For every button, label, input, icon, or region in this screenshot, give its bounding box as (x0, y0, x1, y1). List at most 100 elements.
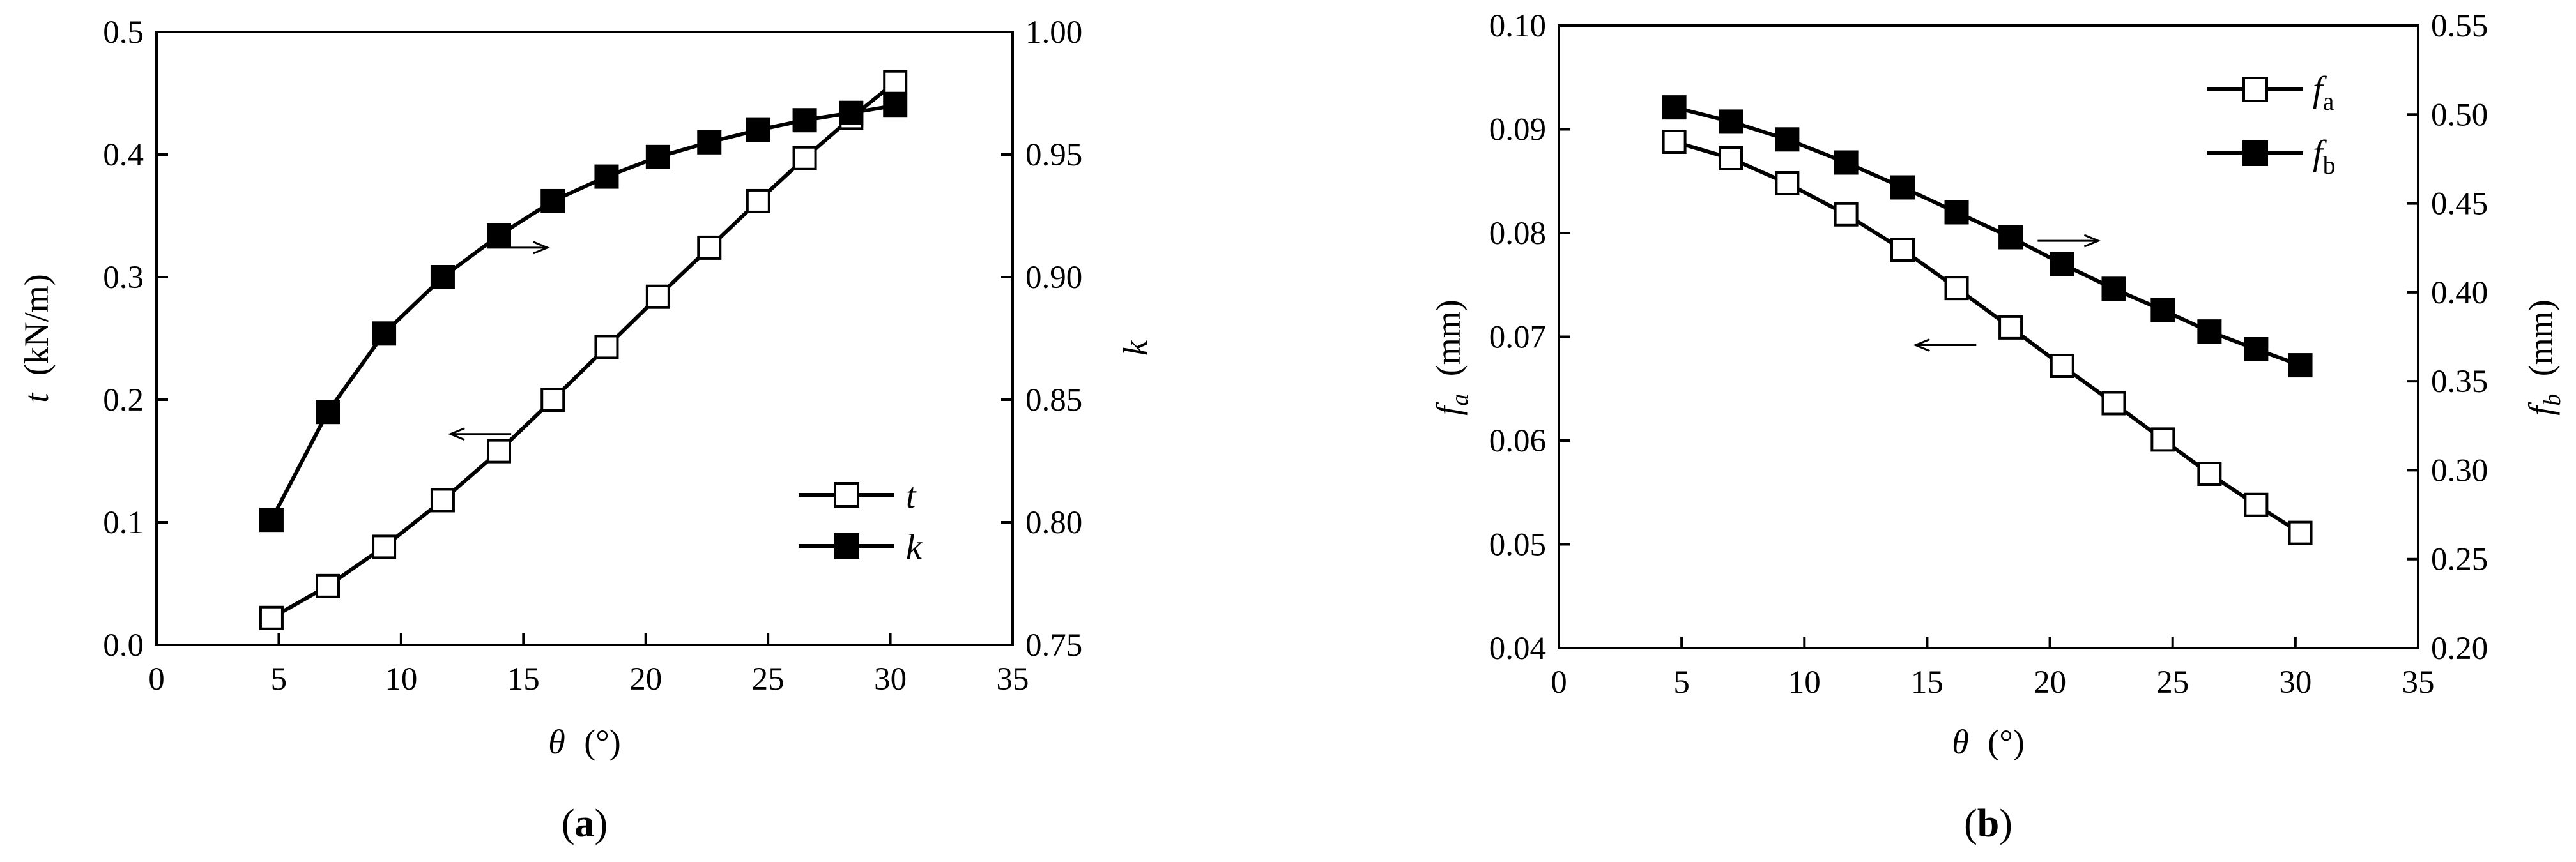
y2-tick-label: 0.95 (1025, 137, 1082, 173)
x-tick-label: 20 (2034, 665, 2066, 700)
y2-tick-label: 0.90 (1025, 260, 1082, 296)
data-point-fb (1890, 175, 1915, 200)
y2-tick-label: 0.55 (2431, 8, 2488, 44)
data-point-k (372, 321, 397, 346)
data-point-fb (2197, 319, 2222, 344)
panel-a-x-axis-unit: (°) (584, 723, 621, 761)
x-tick-label: 0 (1551, 665, 1567, 700)
data-point-fa (1944, 276, 1969, 301)
data-point-fb (1998, 225, 2023, 250)
data-point-t (540, 388, 565, 412)
panel-b-x-axis-unit: (°) (1988, 723, 2025, 761)
data-point-t (372, 534, 397, 559)
x-tick-label: 30 (2279, 665, 2312, 700)
panel-b-y-axis-label: fa (mm) (1429, 299, 1475, 416)
data-point-k (792, 108, 817, 133)
panel-a-chart: 0 5 10 15 20 25 30 35 0.00.10.20.30.40.5 0.750.… (17, 15, 1154, 845)
x-tick-label: 35 (997, 662, 1029, 697)
y2-tick-label: 0.25 (2431, 542, 2488, 578)
data-point-t (259, 605, 284, 630)
y2-tick-label: 0.50 (2431, 97, 2488, 133)
panel-a-y-axis-label: t (kN/m) (17, 274, 56, 402)
data-point-fa (2244, 492, 2269, 517)
panel-a-x-axis-symbol: θ (548, 723, 565, 761)
panel-b-caption: (b) (1964, 802, 2012, 845)
panel-a-y-axis-symbol: t (17, 392, 56, 403)
y-tick-label: 0.5 (103, 15, 144, 50)
panel-a-caption-close: ) (595, 802, 608, 845)
panel-b-y2-axis-unit: (mm) (2522, 299, 2560, 376)
data-point-t (487, 439, 511, 464)
legend-label-fb: fb (2313, 133, 2336, 179)
panel-b-caption-close: ) (1999, 802, 2012, 845)
x-tick-label: 0 (148, 662, 165, 697)
x-tick-label: 15 (1911, 665, 1943, 700)
data-point-k (746, 117, 770, 142)
data-point-k (430, 265, 455, 289)
panel-b-x-axis-label: θ (°) (1952, 723, 2025, 761)
panel-b-y-axis-subscript: a (1446, 394, 1473, 406)
legend-marker-fb (2242, 140, 2268, 166)
data-point-fb (1944, 200, 1969, 225)
panel-b-y-ticks: 0.04 0.05 0.06 0.07 0.08 0.09 0.10 (1489, 8, 1570, 667)
data-point-fb (1775, 127, 1800, 152)
x-tick-label: 25 (2156, 665, 2189, 700)
data-point-t (645, 284, 670, 309)
x-tick-label: 5 (1673, 665, 1690, 700)
data-point-fb (2150, 298, 2175, 322)
data-point-fa (2101, 391, 2126, 416)
y-tick-label: 0.3 (103, 260, 144, 296)
panel-b-x-axis-symbol: θ (1952, 723, 1969, 761)
data-point-fb (1662, 95, 1687, 120)
data-point-k (645, 144, 670, 169)
panel-a-legend: t k (799, 476, 923, 567)
data-point-fa (1662, 130, 1687, 154)
y2-tick-label: 0.35 (2431, 364, 2488, 400)
data-point-fb (2288, 353, 2313, 378)
panel-b-arrows (1913, 234, 2101, 352)
y2-tick-label: 0.45 (2431, 186, 2488, 222)
data-point-fa (2050, 354, 2074, 378)
panel-b-caption-open: ( (1964, 802, 1977, 845)
legend-label-fb-sub: b (2323, 151, 2336, 179)
y-tick-label: 0.0 (103, 628, 144, 663)
data-point-fb (1834, 150, 1859, 175)
data-point-fa (2197, 462, 2222, 486)
y-tick-label: 0.07 (1489, 320, 1546, 356)
x-tick-label: 20 (629, 662, 662, 697)
legend-label-t: t (906, 476, 917, 516)
panel-a-caption-open: ( (562, 802, 575, 845)
data-point-k (697, 130, 722, 155)
data-point-k (839, 100, 864, 125)
panel-b-y-axis-unit: (mm) (1429, 299, 1468, 376)
data-point-k (316, 400, 340, 425)
data-point-fa (1775, 171, 1800, 195)
panel-a-series (259, 70, 908, 630)
legend-label-fa: fa (2313, 70, 2334, 116)
panel-b-chart: 0 5 10 15 20 25 30 35 0.040.050.060.070.080.090… (1429, 8, 2566, 845)
panel-a-y2-axis-label: k (1116, 340, 1154, 356)
legend-label-fa-sub: a (2323, 87, 2334, 116)
x-tick-label: 35 (2402, 665, 2435, 700)
panel-a-arrows (448, 241, 550, 441)
data-point-k (594, 164, 619, 189)
legend-marker-t (834, 482, 859, 508)
legend-label-k: k (906, 527, 923, 567)
panel-b-legend: fa fb (2207, 70, 2336, 179)
x-tick-label: 5 (271, 662, 288, 697)
y-tick-label: 0.4 (103, 137, 144, 173)
data-point-fa (1834, 202, 1859, 227)
data-point-t (430, 488, 455, 513)
panel-b-caption-letter: b (1977, 802, 1999, 845)
data-point-k (883, 93, 908, 118)
y2-tick-label: 0.30 (2431, 453, 2488, 488)
annotation-arrowhead (448, 427, 465, 441)
y2-tick-label: 0.75 (1025, 628, 1082, 663)
data-point-k (540, 188, 565, 213)
data-point-t (883, 70, 908, 95)
data-point-fa (1719, 146, 1743, 170)
panel-b-y2-ticks: 0.20 0.25 0.30 0.35 0.40 0.45 0.50 0.55 (2407, 8, 2488, 667)
y-tick-label: 0.08 (1489, 216, 1546, 252)
y-tick-label: 0.04 (1489, 631, 1546, 667)
